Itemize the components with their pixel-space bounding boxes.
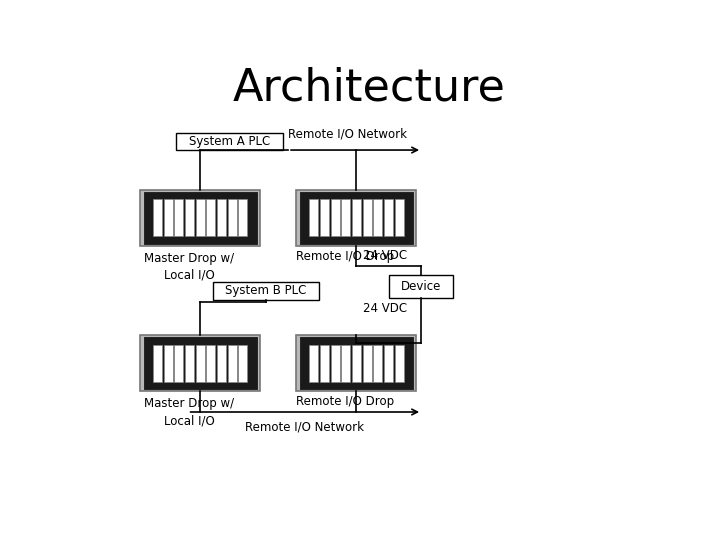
Text: Device: Device [400,280,441,293]
Text: Architecture: Architecture [233,66,505,109]
Bar [238,199,248,236]
Bar [302,194,411,241]
Bar [352,345,361,382]
Bar [320,345,329,382]
Bar [174,345,184,382]
Bar [145,339,255,387]
Bar [228,345,237,382]
Bar [238,345,248,382]
Bar [310,345,318,382]
Bar [363,345,372,382]
Bar [320,199,329,236]
Text: Remote I/O Drop: Remote I/O Drop [296,250,395,263]
Bar [384,345,393,382]
Text: Master Drop w/
Local I/O: Master Drop w/ Local I/O [144,397,234,428]
Bar [217,199,226,236]
Bar [217,345,226,382]
Bar [310,199,318,236]
Bar [207,199,215,236]
Text: Remote I/O Drop: Remote I/O Drop [296,395,395,408]
Text: Remote I/O Network: Remote I/O Network [246,420,364,433]
Text: 24 VDC: 24 VDC [364,302,408,315]
Bar [174,199,184,236]
Bar [363,199,372,236]
Bar [341,199,350,236]
Bar [145,194,255,241]
Bar [330,199,340,236]
Bar [228,199,237,236]
Bar [302,339,411,387]
Bar [395,199,404,236]
Bar [153,345,162,382]
Bar [196,199,204,236]
Bar [196,345,204,382]
Bar [297,190,416,246]
Bar [185,199,194,236]
Bar [373,199,382,236]
Bar [185,345,194,382]
Text: System A PLC: System A PLC [189,135,270,148]
Bar [163,345,173,382]
Bar [140,335,260,391]
Bar [373,345,382,382]
Bar [176,133,282,150]
Bar [330,345,340,382]
Text: Master Drop w/
Local I/O: Master Drop w/ Local I/O [144,252,234,282]
Bar [153,199,162,236]
Text: Remote I/O Network: Remote I/O Network [288,128,407,141]
Bar [384,199,393,236]
Bar [163,199,173,236]
Bar [341,345,350,382]
Bar [207,345,215,382]
Text: System B PLC: System B PLC [225,285,307,298]
Bar [389,275,453,298]
Bar [213,282,319,300]
Bar [297,335,416,391]
Text: 24 VDC: 24 VDC [364,249,408,262]
Bar [352,199,361,236]
Bar [395,345,404,382]
Bar [140,190,260,246]
